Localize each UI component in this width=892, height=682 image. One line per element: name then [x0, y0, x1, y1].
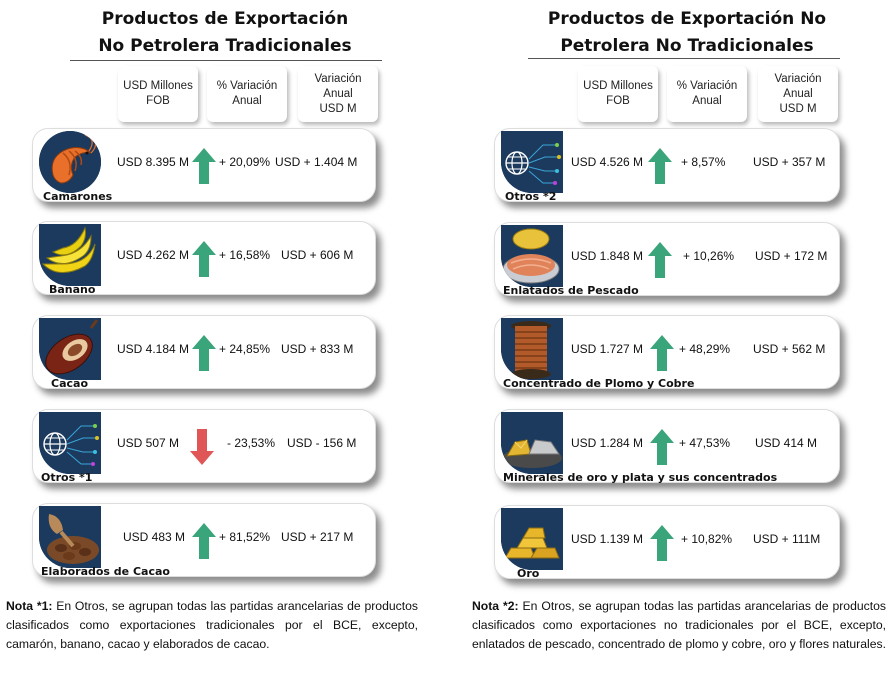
footnote: Nota *2: En Otros, se agrupan todas las …: [472, 597, 886, 654]
column-header-label: Variación Anual USD M: [774, 72, 822, 115]
annual-variation-value: USD 414 M: [755, 436, 818, 450]
pct-value: - 23,53%: [227, 436, 276, 450]
column-header-label: Variación Anual USD M: [314, 72, 362, 115]
arrow-up-icon: [192, 241, 216, 277]
product-card: Camarones USD 8.395 M + 20,09% USD + 1.4…: [32, 128, 376, 203]
gold-bars-icon: [501, 508, 563, 570]
column-header-pct: % Variación Anual: [667, 66, 747, 122]
pct-value: + 24,85%: [219, 342, 271, 356]
product-label: Enlatados de Pescado: [503, 284, 639, 297]
canned-fish-icon: [501, 225, 563, 287]
column-header-pct: % Variación Anual: [207, 66, 287, 122]
cocoa-beans-icon: [39, 506, 101, 568]
annual-variation-value: USD - 156 M: [287, 436, 357, 450]
product-label: Oro: [517, 567, 540, 580]
product-card: Banano USD 4.262 M + 16,58% USD + 606 M: [32, 221, 376, 296]
shrimp-icon: [39, 131, 101, 193]
arrow-up-icon: [650, 335, 674, 371]
column-header-var: Variación Anual USD M: [298, 66, 378, 122]
non-traditional-exports-panel: Productos de Exportación No Petrolera No…: [462, 0, 892, 682]
annual-variation-value: USD + 606 M: [281, 248, 354, 262]
product-label: Cacao: [51, 377, 88, 390]
footnote-text: En Otros, se agrupan todas las partidas …: [6, 599, 418, 651]
pct-value: + 81,52%: [219, 530, 271, 544]
arrow-up-icon: [650, 525, 674, 561]
pct-value: + 47,53%: [679, 436, 731, 450]
column-header-fob: USD Millones FOB: [578, 66, 658, 122]
column-header-label: % Variación Anual: [676, 80, 738, 107]
fob-value: USD 483 M: [123, 530, 186, 544]
product-label: Otros *2: [505, 190, 557, 203]
arrow-up-icon: [650, 429, 674, 465]
product-card: Concentrado de Plomo y Cobre USD 1.727 M…: [494, 315, 840, 390]
annual-variation-value: USD + 1.404 M: [275, 155, 358, 169]
title-line-1: Productos de Exportación No: [547, 9, 827, 29]
product-label: Elaborados de Cacao: [41, 565, 170, 578]
fob-value: USD 4.262 M: [117, 248, 190, 262]
column-header-label: % Variación Anual: [216, 80, 278, 107]
product-card: Elaborados de Cacao USD 483 M + 81,52% U…: [32, 503, 376, 578]
annual-variation-value: USD + 111M: [753, 532, 821, 546]
annual-variation-value: USD + 833 M: [281, 342, 354, 356]
footnote-title: Nota *2:: [472, 599, 519, 613]
fob-value: USD 8.395 M: [117, 155, 190, 169]
column-header-var: Variación Anual USD M: [758, 66, 838, 122]
title-line-2: No Petrolera Tradicionales: [98, 36, 352, 56]
arrow-up-icon: [192, 148, 216, 184]
product-label: Camarones: [43, 190, 113, 203]
arrow-up-icon: [192, 335, 216, 371]
column-header-fob: USD Millones FOB: [118, 66, 198, 122]
globe-network-icon: [39, 412, 101, 474]
panel-title: Productos de Exportación No Petrolera No…: [522, 6, 852, 60]
arrow-up-icon: [192, 523, 216, 559]
title-line-2: Petrolera No Tradicionales: [560, 36, 814, 56]
annual-variation-value: USD + 562 M: [753, 342, 826, 356]
title-divider: [528, 58, 840, 59]
annual-variation-value: USD + 357 M: [753, 155, 826, 169]
fob-value: USD 1.848 M: [571, 249, 644, 263]
title-divider: [70, 60, 382, 61]
product-label: Minerales de oro y plata y sus concentra…: [503, 471, 778, 484]
annual-variation-value: USD + 217 M: [281, 530, 354, 544]
fob-value: USD 1.727 M: [571, 342, 644, 356]
product-label: Banano: [49, 283, 96, 296]
title-line-1: Productos de Exportación: [101, 9, 349, 29]
product-card: Enlatados de Pescado USD 1.848 M + 10,26…: [494, 222, 840, 297]
traditional-exports-panel: Productos de Exportación No Petrolera Tr…: [0, 0, 430, 682]
globe-network-icon: [501, 131, 563, 193]
column-header-label: USD Millones FOB: [123, 80, 193, 107]
product-card: Otros *2 USD 4.526 M + 8,57% USD + 357 M: [494, 128, 840, 203]
banana-icon: [39, 224, 101, 286]
product-label: Otros *1: [41, 471, 93, 484]
fob-value: USD 4.184 M: [117, 342, 190, 356]
product-card: Minerales de oro y plata y sus concentra…: [494, 409, 840, 484]
footnote: Nota *1: En Otros, se agrupan todas las …: [6, 597, 418, 654]
fob-value: USD 1.284 M: [571, 436, 644, 450]
product-card: Oro USD 1.139 M + 10,82% USD + 111M: [494, 505, 840, 580]
pct-value: + 48,29%: [679, 342, 731, 356]
pct-value: + 10,26%: [683, 249, 735, 263]
copper-spool-icon: [501, 318, 563, 380]
footnote-title: Nota *1:: [6, 599, 53, 613]
pct-value: + 10,82%: [681, 532, 733, 546]
footnote-text: En Otros, se agrupan todas las partidas …: [472, 599, 886, 651]
pct-value: + 8,57%: [681, 155, 726, 169]
column-header-label: USD Millones FOB: [583, 80, 653, 107]
cacao-pod-icon: [39, 318, 101, 380]
panel-title: Productos de Exportación No Petrolera Tr…: [60, 6, 390, 60]
pct-value: + 20,09%: [219, 155, 271, 169]
fob-value: USD 1.139 M: [571, 532, 644, 546]
arrow-up-icon: [648, 148, 672, 184]
fob-value: USD 4.526 M: [571, 155, 644, 169]
fob-value: USD 507 M: [117, 436, 180, 450]
gold-silver-ore-icon: [501, 412, 563, 474]
arrow-up-icon: [648, 242, 672, 278]
product-card: Otros *1 USD 507 M - 23,53% USD - 156 M: [32, 409, 376, 484]
pct-value: + 16,58%: [219, 248, 271, 262]
product-label: Concentrado de Plomo y Cobre: [503, 377, 695, 390]
product-card: Cacao USD 4.184 M + 24,85% USD + 833 M: [32, 315, 376, 390]
arrow-down-icon: [190, 429, 214, 465]
annual-variation-value: USD + 172 M: [755, 249, 828, 263]
